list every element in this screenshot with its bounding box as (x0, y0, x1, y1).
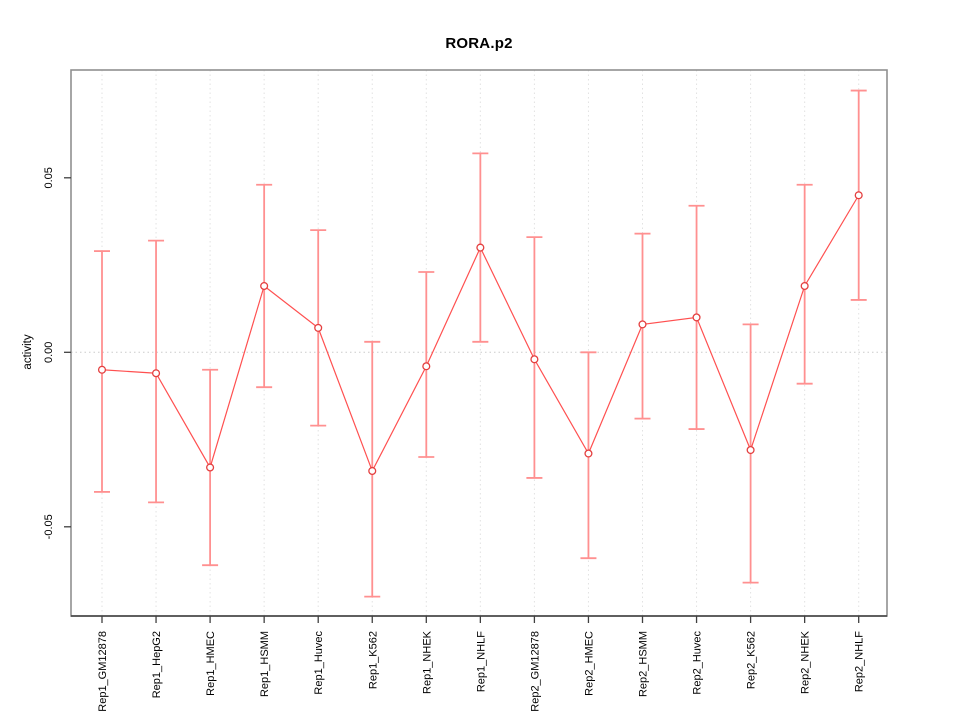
data-point-Rep2_NHEK (800, 281, 809, 291)
data-point-Rep2_Huvec (692, 313, 701, 322)
x-tick-label: Rep2_Huvec (692, 631, 704, 695)
data-point-Rep2_GM12878 (530, 355, 539, 364)
y-tick-label: 0.05 (43, 167, 55, 188)
x-tick-label: Rep2_K562 (746, 631, 758, 689)
data-point-Rep2_K562 (746, 445, 755, 455)
x-tick-label: Rep1_GM12878 (97, 631, 109, 712)
x-tick-label: Rep2_HMEC (583, 631, 595, 696)
x-tick-label: Rep1_NHLF (475, 631, 487, 692)
data-point-Rep1_HepG2 (152, 369, 161, 378)
data-point-Rep1_NHLF (476, 243, 485, 252)
data-point-Rep1_HMEC (206, 463, 215, 472)
x-tick-label: Rep1_K562 (367, 631, 379, 689)
y-tick-label: -0.05 (43, 514, 55, 539)
data-point-Rep2_HMEC (584, 449, 593, 458)
data-point-Rep2_HSMM (638, 320, 647, 329)
data-point-Rep1_K562 (368, 466, 377, 476)
data-point-Rep1_HSMM (260, 281, 269, 291)
x-tick-label: Rep2_HSMM (638, 631, 650, 697)
x-tick-label: Rep2_GM12878 (529, 631, 541, 712)
x-tick-label: Rep2_NHLF (854, 631, 866, 692)
x-tick-label: Rep1_HepG2 (151, 631, 163, 698)
chart-title: RORA.p2 (445, 35, 513, 52)
data-point-Rep1_Huvec (314, 323, 323, 332)
x-tick-label: Rep1_Huvec (313, 631, 325, 695)
x-tick-label: Rep2_NHEK (800, 630, 812, 694)
x-tick-label: Rep1_NHEK (421, 630, 433, 694)
x-tick-label: Rep1_HMEC (205, 631, 217, 696)
x-tick-label: Rep1_HSMM (259, 631, 271, 697)
data-point-Rep1_NHEK (422, 362, 431, 371)
data-point-Rep1_GM12878 (97, 365, 107, 374)
data-point-Rep2_NHLF (854, 191, 863, 200)
y-tick-label: 0.00 (43, 342, 55, 363)
plot-box (70, 69, 888, 617)
